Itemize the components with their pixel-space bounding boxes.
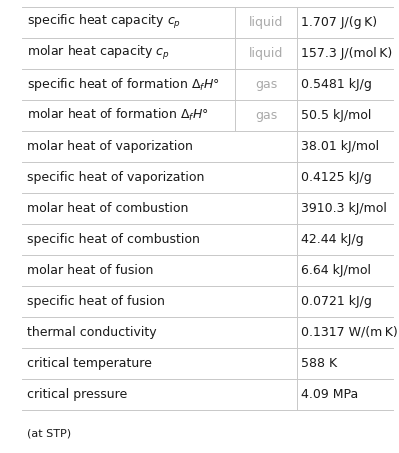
Text: molar heat capacity $c_p$: molar heat capacity $c_p$	[27, 44, 170, 63]
Text: specific heat of formation $\Delta_f H°$: specific heat of formation $\Delta_f H°$	[27, 76, 220, 93]
Text: gas: gas	[255, 109, 277, 122]
Text: 0.4125 kJ/g: 0.4125 kJ/g	[301, 171, 372, 184]
Text: gas: gas	[255, 78, 277, 91]
Text: 42.44 kJ/g: 42.44 kJ/g	[301, 233, 364, 246]
Text: molar heat of fusion: molar heat of fusion	[27, 264, 153, 277]
Text: molar heat of formation $\Delta_f H°$: molar heat of formation $\Delta_f H°$	[27, 107, 209, 123]
Text: molar heat of vaporization: molar heat of vaporization	[27, 140, 193, 153]
Text: specific heat of combustion: specific heat of combustion	[27, 233, 200, 246]
Text: molar heat of combustion: molar heat of combustion	[27, 202, 188, 215]
Text: 157.3 J/(mol K): 157.3 J/(mol K)	[301, 47, 393, 60]
Text: thermal conductivity: thermal conductivity	[27, 326, 156, 339]
Text: (at STP): (at STP)	[27, 429, 71, 439]
Text: critical temperature: critical temperature	[27, 357, 152, 370]
Text: 4.09 MPa: 4.09 MPa	[301, 388, 359, 401]
Text: 3910.3 kJ/mol: 3910.3 kJ/mol	[301, 202, 387, 215]
Text: 50.5 kJ/mol: 50.5 kJ/mol	[301, 109, 372, 122]
Text: critical pressure: critical pressure	[27, 388, 127, 401]
Text: specific heat of fusion: specific heat of fusion	[27, 295, 165, 308]
Text: specific heat capacity $c_p$: specific heat capacity $c_p$	[27, 13, 181, 31]
Text: liquid: liquid	[249, 47, 283, 60]
Text: 6.64 kJ/mol: 6.64 kJ/mol	[301, 264, 371, 277]
Text: 0.0721 kJ/g: 0.0721 kJ/g	[301, 295, 372, 308]
Text: 38.01 kJ/mol: 38.01 kJ/mol	[301, 140, 379, 153]
Text: 0.5481 kJ/g: 0.5481 kJ/g	[301, 78, 372, 91]
Text: specific heat of vaporization: specific heat of vaporization	[27, 171, 204, 184]
Text: 0.1317 W/(m K): 0.1317 W/(m K)	[301, 326, 398, 339]
Text: 1.707 J/(g K): 1.707 J/(g K)	[301, 16, 377, 29]
Text: 588 K: 588 K	[301, 357, 338, 370]
Text: liquid: liquid	[249, 16, 283, 29]
